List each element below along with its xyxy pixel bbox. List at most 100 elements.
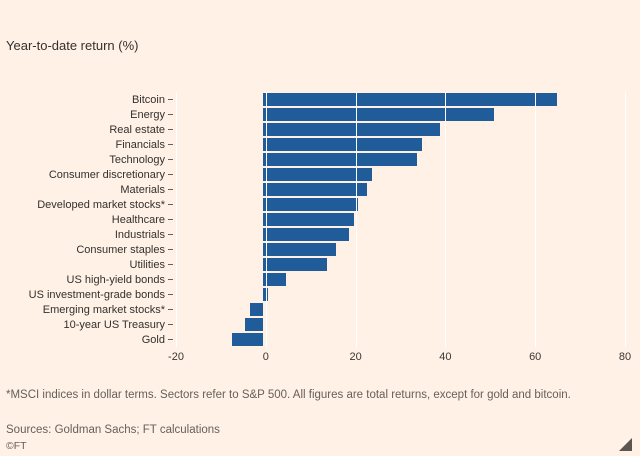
x-tick-label-0: 0 xyxy=(262,351,269,363)
chart-row-consumer-staples: Consumer staples xyxy=(10,242,625,257)
chart-row-real-estate: Real estate xyxy=(10,122,625,137)
y-axis-tick xyxy=(168,324,173,325)
bar-bitcoin xyxy=(263,93,558,106)
y-axis-tick xyxy=(168,279,173,280)
chart-row-bitcoin: Bitcoin xyxy=(10,92,625,107)
bar-cell xyxy=(173,272,625,287)
y-axis-tick xyxy=(168,159,173,160)
bar-cell xyxy=(173,92,625,107)
bar-consumer-discretionary xyxy=(263,168,372,181)
bar-cell xyxy=(173,122,625,137)
bar-energy xyxy=(263,108,494,121)
category-label-consumer-staples: Consumer staples xyxy=(76,243,165,256)
y-axis-tick xyxy=(168,174,173,175)
chart-row-developed-market-stocks: Developed market stocks* xyxy=(10,197,625,212)
y-axis-tick xyxy=(168,204,173,205)
chart-row-industrials: Industrials xyxy=(10,227,625,242)
bar-cell xyxy=(173,257,625,272)
x-tick-label--20: -20 xyxy=(168,351,184,363)
category-label-gold: Gold xyxy=(141,333,165,346)
bar-industrials xyxy=(263,228,350,241)
y-axis-tick xyxy=(168,264,173,265)
category-label-real-estate: Real estate xyxy=(109,123,165,136)
bar-emerging-market-stocks xyxy=(249,303,264,316)
chart-row-emerging-market-stocks: Emerging market stocks* xyxy=(10,302,625,317)
chart-row-us-high-yield-bonds: US high-yield bonds xyxy=(10,272,625,287)
y-axis-tick xyxy=(168,339,173,340)
bar-technology xyxy=(263,153,418,166)
chart-row-us-investment-grade-bonds: US investment-grade bonds xyxy=(10,287,625,302)
bar-cell xyxy=(173,242,625,257)
category-label-us-high-yield-bonds: US high-yield bonds xyxy=(66,273,165,286)
chart-row-consumer-discretionary: Consumer discretionary xyxy=(10,167,625,182)
bar-cell xyxy=(173,287,625,302)
bar-cell xyxy=(173,152,625,167)
chart-row-financials: Financials xyxy=(10,137,625,152)
y-axis-tick xyxy=(168,144,173,145)
category-label-developed-market-stocks: Developed market stocks* xyxy=(37,198,165,211)
bar-materials xyxy=(263,183,368,196)
bar-cell xyxy=(173,317,625,332)
bar-real-estate xyxy=(263,123,440,136)
bar-developed-market-stocks xyxy=(263,198,359,211)
category-label-emerging-market-stocks: Emerging market stocks* xyxy=(42,303,165,316)
ft-credit: ©FT xyxy=(6,440,27,452)
category-label-10-year-us-treasury: 10-year US Treasury xyxy=(63,318,165,331)
x-tick-label-40: 40 xyxy=(439,351,452,363)
bar-10-year-us-treasury xyxy=(245,318,264,331)
bar-cell xyxy=(173,137,625,152)
category-label-industrials: Industrials xyxy=(114,228,165,241)
bar-us-high-yield-bonds xyxy=(263,273,286,286)
category-label-consumer-discretionary: Consumer discretionary xyxy=(48,168,165,181)
chart-row-utilities: Utilities xyxy=(10,257,625,272)
y-axis-tick xyxy=(168,234,173,235)
bar-gold xyxy=(231,333,264,346)
category-label-utilities: Utilities xyxy=(129,258,165,271)
chart-row-gold: Gold xyxy=(10,332,625,347)
y-axis-tick xyxy=(168,129,173,130)
chart-row-energy: Energy xyxy=(10,107,625,122)
bar-chart: Bitcoin Energy Real estate Financials Techno… xyxy=(10,92,631,369)
category-label-bitcoin: Bitcoin xyxy=(131,93,165,106)
y-axis-tick xyxy=(168,309,173,310)
bar-cell xyxy=(173,302,625,317)
chart-row-technology: Technology xyxy=(10,152,625,167)
x-tick-label-20: 20 xyxy=(349,351,362,363)
chart-row-10-year-us-treasury: 10-year US Treasury xyxy=(10,317,625,332)
bar-cell xyxy=(173,212,625,227)
chart-row-materials: Materials xyxy=(10,182,625,197)
y-axis-tick xyxy=(168,219,173,220)
y-axis-tick xyxy=(168,189,173,190)
category-label-us-investment-grade-bonds: US investment-grade bonds xyxy=(28,288,165,301)
y-axis-tick xyxy=(168,114,173,115)
category-label-financials: Financials xyxy=(115,138,165,151)
chart-footnote: *MSCI indices in dollar terms. Sectors r… xyxy=(6,389,571,401)
bar-financials xyxy=(263,138,422,151)
x-tick-label-80: 80 xyxy=(618,351,632,363)
bar-cell xyxy=(173,182,625,197)
bar-us-investment-grade-bonds xyxy=(263,288,268,301)
x-axis: -20 0 20 40 60 80 xyxy=(168,351,631,369)
category-label-energy: Energy xyxy=(130,108,165,121)
bar-healthcare xyxy=(263,213,354,226)
y-axis-tick xyxy=(168,294,173,295)
bar-utilities xyxy=(263,258,327,271)
bar-cell xyxy=(173,332,625,347)
bar-cell xyxy=(173,107,625,122)
category-label-technology: Technology xyxy=(109,153,165,166)
chart-sources: Sources: Goldman Sachs; FT calculations xyxy=(6,424,220,436)
bar-cell xyxy=(173,167,625,182)
chart-rows: Bitcoin Energy Real estate Financials Techno… xyxy=(10,92,625,347)
chart-row-healthcare: Healthcare xyxy=(10,212,625,227)
y-axis-tick xyxy=(168,99,173,100)
chart-subtitle: Year-to-date return (%) xyxy=(6,38,139,53)
gridline-80 xyxy=(625,92,626,347)
bar-cell xyxy=(173,227,625,242)
corner-resize-icon xyxy=(619,438,632,451)
category-label-healthcare: Healthcare xyxy=(111,213,165,226)
bar-cell xyxy=(173,197,625,212)
bar-consumer-staples xyxy=(263,243,336,256)
y-axis-tick xyxy=(168,249,173,250)
x-tick-label-60: 60 xyxy=(529,351,542,363)
